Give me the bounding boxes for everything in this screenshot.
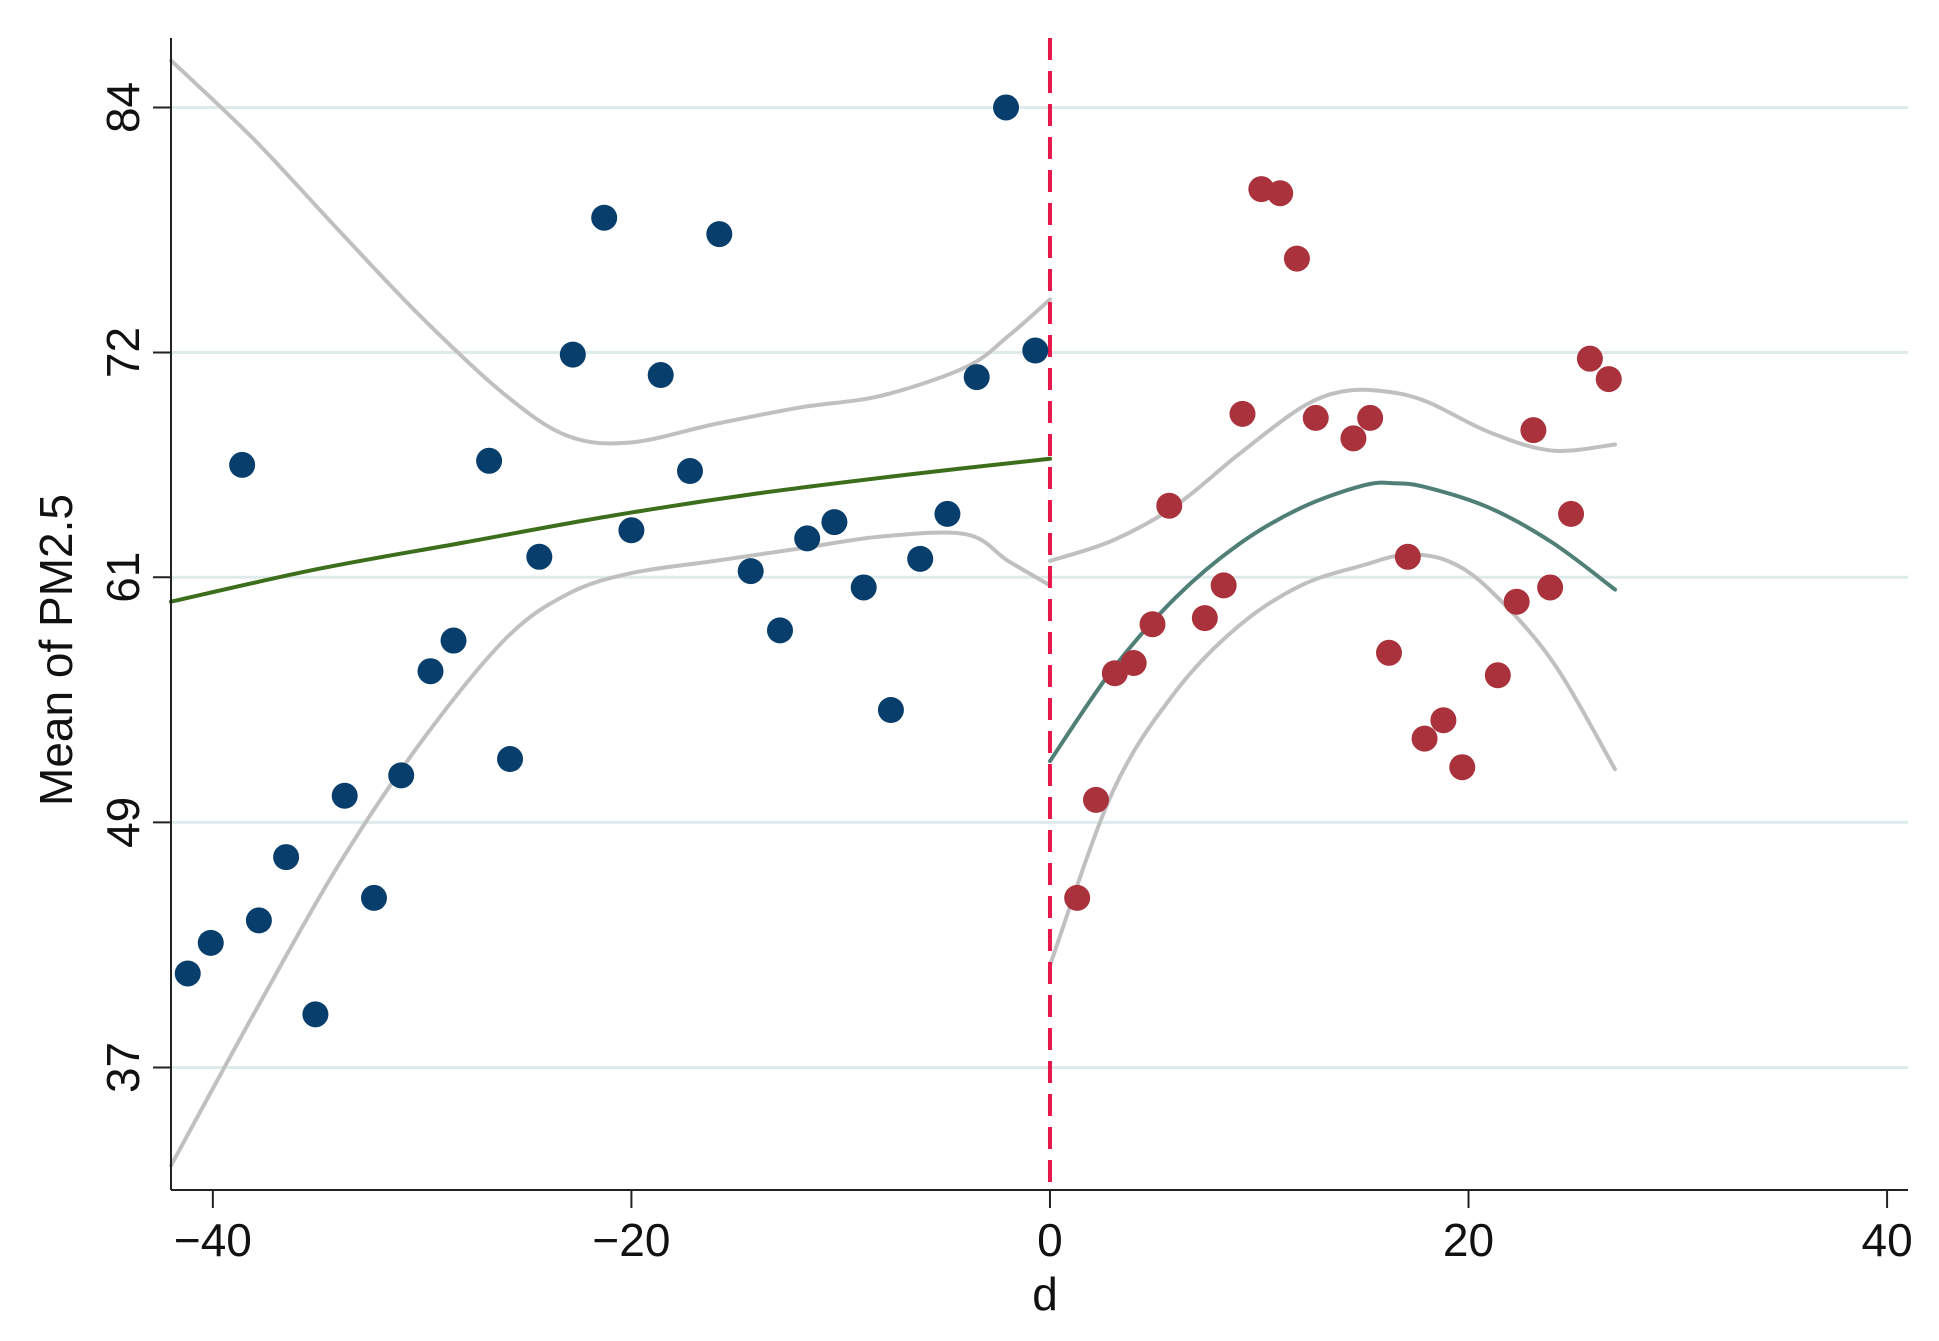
point-left-22 <box>794 525 821 552</box>
data-points <box>174 94 1622 1028</box>
axes <box>153 38 1908 1208</box>
point-left-18 <box>677 458 704 485</box>
point-left-12 <box>497 746 524 773</box>
ci-upper-right-curve <box>1048 387 1617 563</box>
ci-lower-right-curve <box>1048 552 1617 968</box>
point-right-3 <box>1120 650 1147 677</box>
y-tick-label-37: 37 <box>97 1042 149 1093</box>
point-left-25 <box>877 697 904 723</box>
point-left-26 <box>907 545 934 572</box>
point-right-6 <box>1191 605 1218 632</box>
point-left-6 <box>331 782 358 809</box>
point-right-26 <box>1595 366 1622 393</box>
point-left-19 <box>706 221 733 248</box>
x-tick-label-40: 40 <box>1861 1214 1912 1266</box>
point-left-8 <box>388 762 415 789</box>
point-right-1 <box>1083 786 1110 813</box>
point-right-16 <box>1394 543 1421 570</box>
point-right-4 <box>1139 611 1166 638</box>
point-left-5 <box>302 1001 329 1028</box>
point-right-0 <box>1064 884 1091 911</box>
point-right-13 <box>1340 425 1367 452</box>
point-left-28 <box>963 364 990 391</box>
point-right-8 <box>1229 400 1256 427</box>
point-right-15 <box>1375 639 1402 666</box>
point-left-4 <box>273 844 300 871</box>
point-left-7 <box>360 884 387 911</box>
point-right-22 <box>1520 417 1547 444</box>
point-right-18 <box>1430 707 1457 734</box>
point-left-11 <box>476 447 503 474</box>
y-tick-label-49: 49 <box>97 797 149 848</box>
point-left-17 <box>647 362 674 389</box>
point-left-15 <box>591 204 618 231</box>
gridlines <box>171 105 1908 1069</box>
confidence-bands <box>169 58 1617 1168</box>
x-tick-label--20: −20 <box>592 1214 670 1266</box>
x-tick-label-0: 0 <box>1037 1214 1063 1266</box>
y-axis-title: Mean of PM2.5 <box>30 494 82 806</box>
point-left-16 <box>618 517 645 544</box>
x-axis-title: d <box>1032 1268 1058 1320</box>
y-tick-label-61: 61 <box>97 552 149 603</box>
point-right-25 <box>1576 345 1603 372</box>
point-left-13 <box>526 543 553 570</box>
x-tick-label--40: −40 <box>174 1214 252 1266</box>
point-right-21 <box>1503 588 1530 615</box>
y-tick-label-84: 84 <box>97 82 149 133</box>
ci-upper-left-curve <box>169 58 1052 446</box>
point-right-12 <box>1302 404 1329 431</box>
point-left-24 <box>850 574 877 601</box>
ci-lower-left-curve <box>169 530 1052 1168</box>
point-left-20 <box>737 558 764 585</box>
point-right-14 <box>1357 404 1384 431</box>
point-right-23 <box>1537 574 1564 601</box>
point-left-3 <box>245 907 272 934</box>
point-left-23 <box>821 509 848 536</box>
fit-right-curve <box>1048 480 1617 764</box>
x-tick-label-20: 20 <box>1443 1214 1494 1266</box>
point-left-1 <box>197 929 224 956</box>
point-left-0 <box>174 960 201 987</box>
point-right-20 <box>1484 662 1511 689</box>
point-right-5 <box>1156 492 1183 519</box>
point-right-17 <box>1411 725 1438 752</box>
point-right-10 <box>1267 180 1294 207</box>
point-left-14 <box>559 341 586 368</box>
fit-left-curve <box>169 456 1052 604</box>
point-left-9 <box>417 658 444 685</box>
tick-labels: 37 49 61 72 84 −40 −20 0 20 40 <box>97 82 1913 1266</box>
point-left-27 <box>934 500 961 527</box>
point-right-19 <box>1449 754 1476 781</box>
y-tick-label-72: 72 <box>97 327 149 378</box>
point-left-29 <box>993 94 1020 121</box>
point-left-10 <box>440 627 467 654</box>
point-left-21 <box>766 617 793 644</box>
point-right-11 <box>1283 245 1310 272</box>
point-right-7 <box>1210 572 1237 599</box>
fitted-curves <box>169 456 1617 764</box>
point-right-24 <box>1558 500 1585 527</box>
point-left-30 <box>1022 337 1049 364</box>
point-left-2 <box>229 451 256 478</box>
